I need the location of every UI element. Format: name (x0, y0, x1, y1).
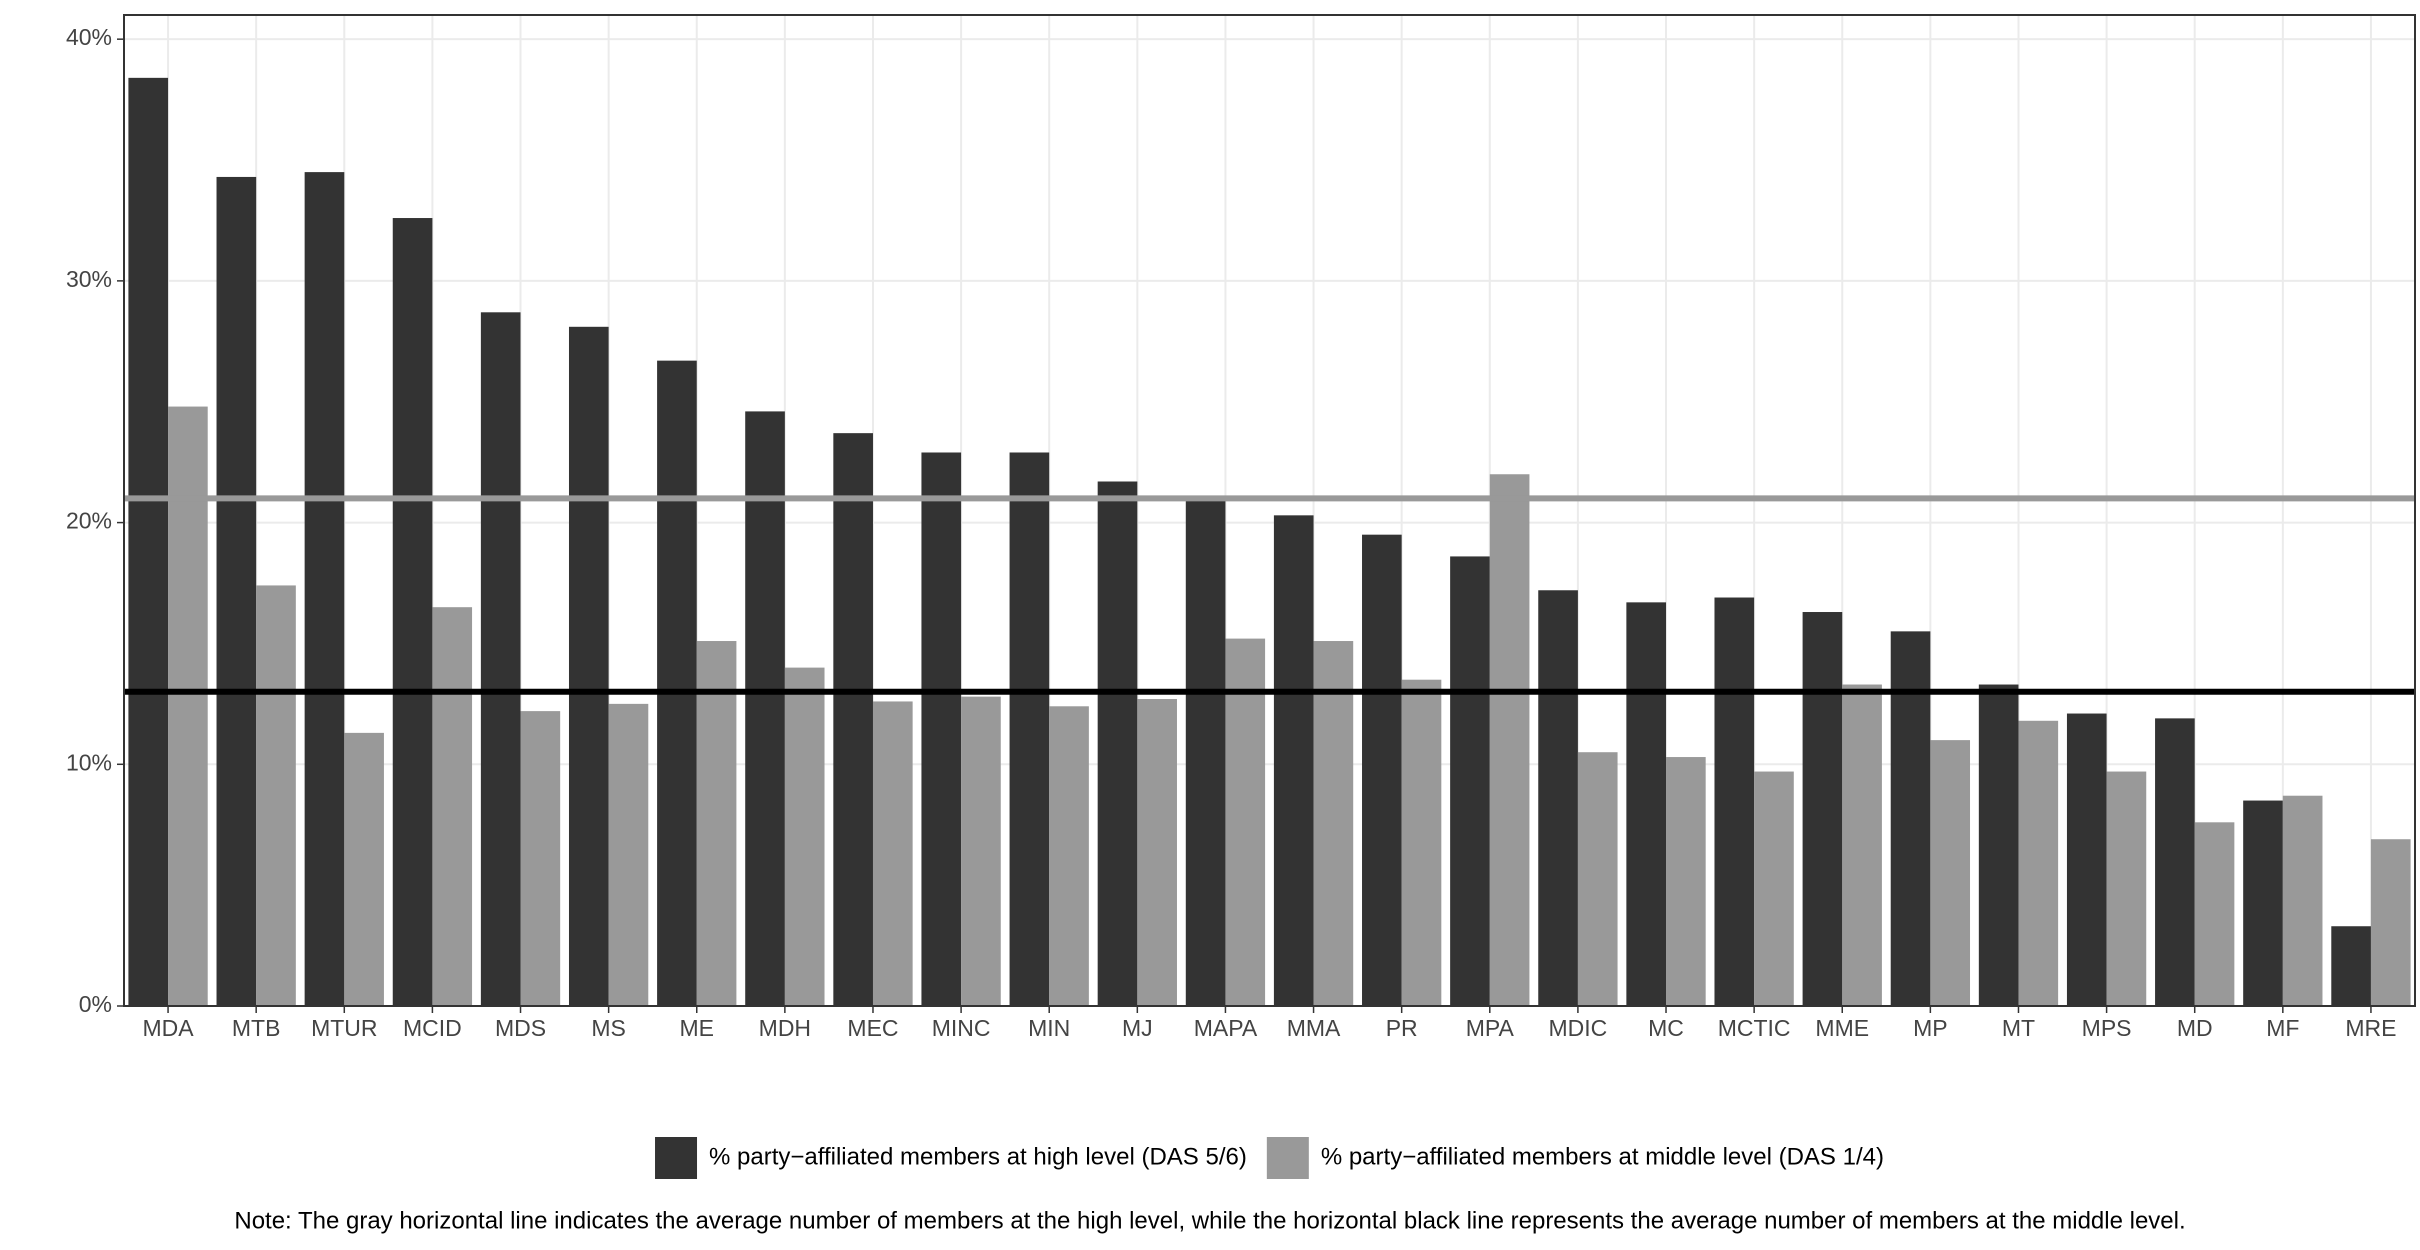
bar (1185, 498, 1226, 1006)
bar (1362, 534, 1402, 1006)
bar (344, 732, 384, 1006)
bar (696, 641, 737, 1006)
bar (872, 701, 913, 1006)
bar (1538, 590, 1578, 1006)
bar (2331, 926, 2371, 1006)
legend-item: % party−affiliated members at high level… (655, 1137, 1247, 1179)
bar (608, 703, 649, 1006)
legend-label: % party−affiliated members at high level… (709, 1143, 1247, 1170)
bar (961, 696, 1001, 1006)
bar (392, 218, 433, 1006)
bar (304, 172, 345, 1007)
bar (168, 406, 208, 1006)
legend-swatch (655, 1137, 698, 1179)
bar (1097, 481, 1138, 1006)
x-tick-label: PR (1386, 1015, 1418, 1041)
y-tick-label: 30% (66, 266, 112, 292)
bar (1754, 771, 1794, 1006)
x-tick-label: MDIC (1549, 1015, 1608, 1041)
bar (745, 411, 785, 1006)
x-tick-label: MTB (232, 1015, 281, 1041)
x-tick-label: MP (1913, 1015, 1948, 1041)
x-tick-label: MME (1815, 1015, 1869, 1041)
bar (1930, 740, 1971, 1006)
x-tick-label: MCID (403, 1015, 462, 1041)
legend-swatch (1266, 1137, 1309, 1179)
x-tick-label: ME (680, 1015, 715, 1041)
x-tick-label: MTUR (311, 1015, 377, 1041)
bar (1626, 602, 1667, 1006)
bar (1049, 706, 1089, 1006)
x-tick-label: MEC (847, 1015, 898, 1041)
bar (520, 711, 561, 1006)
bar (1401, 679, 1442, 1006)
bar (1225, 638, 1266, 1006)
bar (1313, 641, 1354, 1006)
bar (1666, 757, 1706, 1006)
bar (2194, 822, 2235, 1006)
x-tick-label: MPA (1466, 1015, 1515, 1041)
bar (657, 360, 697, 1006)
bar (1890, 631, 1931, 1006)
bar (921, 452, 962, 1006)
y-tick-label: 40% (66, 24, 112, 50)
bar (1802, 612, 1843, 1006)
x-tick-label: MS (591, 1015, 626, 1041)
bar (2243, 800, 2283, 1006)
bar (2018, 720, 2059, 1006)
note: Note: The gray horizontal line indicates… (234, 1207, 2185, 1234)
x-tick-label: MRE (2345, 1015, 2396, 1041)
bar (1842, 684, 1882, 1006)
bar (1009, 452, 1050, 1006)
bar (216, 176, 257, 1006)
legend-label: % party−affiliated members at middle lev… (1321, 1143, 1884, 1170)
x-tick-label: MT (2002, 1015, 2035, 1041)
x-tick-label: MC (1648, 1015, 1684, 1041)
bar (432, 607, 473, 1006)
bar (568, 326, 609, 1006)
bar (1978, 684, 2019, 1006)
bar (1577, 752, 1618, 1006)
bar (1714, 597, 1755, 1006)
plot-border (123, 14, 2416, 1007)
bar (833, 433, 873, 1006)
x-tick-label: MIN (1028, 1015, 1070, 1041)
bar (128, 77, 169, 1007)
bar (1273, 515, 1314, 1006)
x-tick-label: MMA (1287, 1015, 1341, 1041)
bar (1137, 699, 1177, 1006)
bar (256, 585, 296, 1006)
bar (1489, 474, 1530, 1006)
bar (480, 312, 521, 1006)
x-tick-label: MPS (2082, 1015, 2132, 1041)
y-tick-label: 0% (79, 991, 112, 1017)
x-tick-label: MDS (495, 1015, 546, 1041)
bar (784, 667, 825, 1006)
legend-item: % party−affiliated members at middle lev… (1266, 1137, 1884, 1179)
x-tick-label: MAPA (1194, 1015, 1258, 1041)
x-tick-label: MDH (759, 1015, 811, 1041)
y-tick-label: 20% (66, 508, 112, 534)
x-tick-label: MCTIC (1718, 1015, 1791, 1041)
bar (2106, 771, 2147, 1006)
x-tick-label: MINC (932, 1015, 991, 1041)
bar (2066, 713, 2107, 1006)
y-tick-label: 10% (66, 749, 112, 775)
x-tick-label: MJ (1122, 1015, 1153, 1041)
bar (2282, 795, 2323, 1006)
bar (1450, 556, 1490, 1006)
bar (2155, 718, 2195, 1006)
x-tick-label: MF (2266, 1015, 2299, 1041)
x-tick-label: MD (2177, 1015, 2213, 1041)
x-tick-label: MDA (142, 1015, 194, 1041)
bar (2370, 839, 2411, 1006)
